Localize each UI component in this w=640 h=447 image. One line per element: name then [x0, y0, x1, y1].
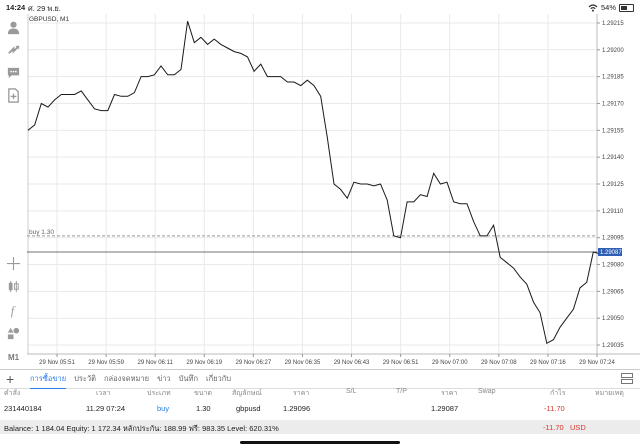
crosshair-icon[interactable] [4, 254, 23, 272]
battery-icon [619, 3, 634, 12]
currency-label: USD [570, 423, 586, 432]
col-type: ประเภท [147, 390, 171, 397]
col-order: คำสั่ง [4, 390, 21, 397]
price-series-line [27, 21, 601, 345]
tab-journal[interactable]: บันทึก [178, 374, 199, 383]
y-tick-label: 1.29125 [602, 182, 624, 188]
x-tick-label: 29 Nov 06:11 [138, 360, 174, 366]
cell-profit: -11.70 [544, 404, 565, 413]
svg-text:f: f [11, 304, 16, 318]
clock: 14:24 [6, 3, 26, 12]
cell-price: 1.29087 [431, 404, 459, 413]
layout-icon[interactable] [621, 373, 633, 384]
terminal-tabs-bar: + การซื้อขาย ประวัติ กล่องจดหมาย ข่าว บั… [0, 369, 640, 389]
y-tick-label: 1.29140 [602, 155, 624, 161]
y-tick-label: 1.29170 [602, 101, 624, 107]
col-time: เวลา [96, 390, 111, 397]
cell-time: 11.29 07:24 [86, 404, 126, 413]
y-tick-label: 1.29215 [602, 21, 624, 27]
x-tick-label: 29 Nov 06:43 [334, 360, 370, 366]
col-sl: S/L [346, 388, 357, 395]
x-tick-label: 29 Nov 05:59 [88, 360, 124, 366]
col-comment: หมายเหตุ [595, 390, 624, 397]
price-chart[interactable]: 1.29215 1.29200 1.29185 1.29170 1.29155 1.291… [27, 14, 640, 368]
battery-fill [621, 5, 627, 10]
current-price-tag: 1.29087 [598, 248, 622, 256]
col-open-price: ราคา [293, 390, 310, 397]
y-tick-label: 1.29185 [602, 75, 624, 81]
status-date: ศ. 29 พ.ย. [28, 4, 61, 13]
battery-percent: 54% [600, 3, 616, 12]
col-profit: กำไร [550, 390, 566, 397]
order-line-label: buy 1.30 [29, 229, 54, 236]
x-tick-label: 29 Nov 06:35 [285, 360, 321, 366]
tab-history[interactable]: ประวัติ [74, 374, 97, 383]
balance-bar: Balance: 1 184.04 Equity: 1 172.34 หลักป… [0, 420, 640, 434]
y-tick-label: 1.29155 [602, 128, 624, 134]
function-icon[interactable]: f [4, 301, 23, 319]
home-indicator [240, 441, 400, 444]
y-tick-label: 1.29200 [602, 48, 624, 54]
x-tick-label: 29 Nov 06:51 [383, 360, 419, 366]
tab-about[interactable]: เกี่ยวกับ [206, 374, 232, 383]
x-tick-label: 29 Nov 06:19 [186, 360, 222, 366]
x-tick-label: 29 Nov 07:24 [579, 360, 615, 366]
cell-order: 231440184 [4, 404, 42, 413]
col-volume: ขนาด [194, 390, 213, 397]
y-tick-label: 1.29080 [602, 263, 624, 269]
document-add-icon[interactable] [4, 86, 23, 104]
cell-symbol: gbpusd [236, 404, 261, 413]
current-price-label: 1.29087 [600, 250, 622, 256]
y-tick-label: 1.29065 [602, 289, 624, 295]
tab-mailbox[interactable]: กล่องจดหมาย [104, 374, 150, 383]
status-right: 54% [588, 3, 634, 12]
y-tick-label: 1.29050 [602, 316, 624, 322]
col-tp: T/P [396, 388, 407, 395]
tab-trade[interactable]: การซื้อขาย [30, 370, 67, 389]
cell-volume: 1.30 [196, 404, 211, 413]
indicators-icon[interactable] [4, 277, 23, 295]
timeframe-button[interactable]: M1 [7, 352, 20, 362]
y-tick-label: 1.29095 [602, 236, 624, 242]
objects-icon[interactable] [4, 324, 23, 342]
x-tick-label: 29 Nov 05:51 [39, 360, 75, 366]
wifi-icon [588, 3, 598, 12]
col-price: ราคา [441, 390, 458, 397]
balance-summary: Balance: 1 184.04 Equity: 1 172.34 หลักป… [4, 424, 279, 433]
x-tick-label: 29 Nov 07:00 [432, 360, 468, 366]
chart-canvas[interactable]: 1.29215 1.29200 1.29185 1.29170 1.29155 1.291… [27, 14, 640, 368]
y-tick-label: 1.29035 [602, 343, 624, 349]
tab-news[interactable]: ข่าว [157, 374, 171, 383]
y-tick-label: 1.29110 [602, 209, 624, 215]
cell-open-price: 1.29096 [283, 404, 311, 413]
symbol-label: GBPUSD, M1 [29, 16, 69, 23]
terminal-tabs: การซื้อขาย ประวัติ กล่องจดหมาย ข่าว บันท… [30, 370, 231, 389]
plus-icon[interactable]: + [6, 371, 15, 387]
tool-sidebar: f M1 [0, 14, 28, 368]
x-tick-label: 29 Nov 07:08 [481, 360, 517, 366]
user-icon[interactable] [4, 18, 23, 36]
col-swap: Swap [478, 388, 496, 395]
col-symbol: สัญลักษณ์ [232, 390, 262, 397]
chat-icon[interactable] [4, 63, 23, 81]
x-tick-label: 29 Nov 06:27 [236, 360, 272, 366]
trade-icon[interactable] [4, 40, 23, 58]
status-bar: 14:24 ศ. 29 พ.ย. 54% [0, 0, 640, 14]
total-profit: -11.70 [543, 423, 564, 432]
trade-table-header: คำสั่ง เวลา ประเภท ขนาด สัญลักษณ์ ราคา S… [0, 388, 640, 402]
x-tick-label: 29 Nov 07:16 [530, 360, 566, 366]
table-row[interactable]: 231440184 11.29 07:24 buy 1.30 gbpusd 1.… [0, 404, 640, 418]
cell-type: buy [157, 404, 170, 413]
